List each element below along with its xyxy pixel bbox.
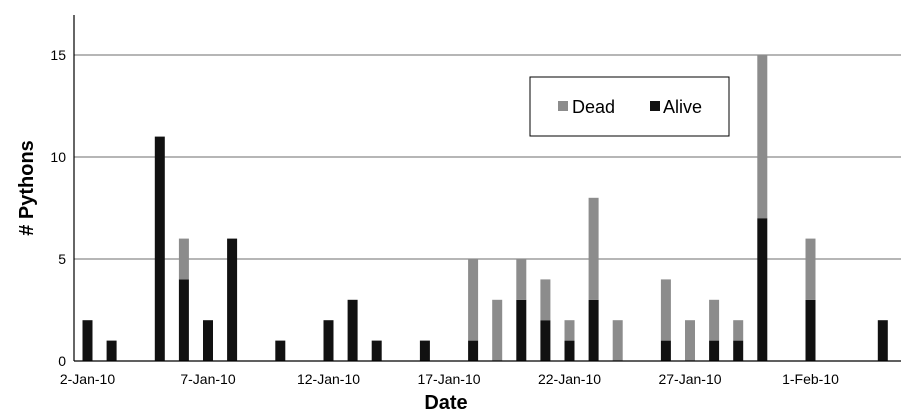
legend-swatch-alive — [650, 101, 660, 111]
bar-alive — [323, 320, 334, 361]
bar-dead — [588, 197, 599, 300]
x-tick-label: 22-Jan-10 — [538, 371, 601, 387]
bar-alive — [516, 299, 527, 361]
bar-dead — [516, 259, 527, 300]
bar-dead — [709, 299, 720, 341]
gridlines — [74, 54, 901, 260]
bar-dead — [660, 279, 671, 341]
x-axis-title: Date — [424, 392, 467, 411]
bar-alive — [82, 320, 93, 361]
bar-alive — [564, 340, 575, 361]
bar-alive — [347, 299, 358, 361]
bar-alive — [106, 340, 117, 361]
bar-dead — [685, 320, 695, 361]
bar-dead — [540, 279, 551, 321]
x-tick-label: 7-Jan-10 — [180, 371, 235, 387]
x-tick-labels: 2-Jan-10 7-Jan-10 12-Jan-10 17-Jan-10 22-Jan… — [60, 371, 839, 387]
legend: Dead Alive — [529, 76, 730, 137]
x-tick-label: 1-Feb-10 — [782, 371, 839, 387]
bar-alive — [468, 340, 479, 361]
x-tick-label: 12-Jan-10 — [297, 371, 360, 387]
y-tick-labels: 0 5 10 15 — [50, 47, 66, 369]
bar-dead — [805, 238, 816, 300]
bar-alive — [660, 340, 671, 361]
legend-swatch-dead — [558, 101, 568, 111]
bar-alive — [877, 320, 888, 361]
bar-dead — [492, 299, 503, 361]
bar-alive — [275, 340, 286, 361]
axes — [73, 15, 901, 362]
bar-alive — [178, 279, 189, 361]
bar-dead — [757, 55, 768, 219]
bar-alive — [757, 218, 768, 361]
y-tick-label: 15 — [50, 47, 66, 63]
bars — [82, 55, 888, 361]
bar-dead — [468, 259, 479, 341]
bar-alive — [371, 340, 382, 361]
y-tick-label: 5 — [58, 251, 66, 267]
bar-dead — [178, 238, 189, 280]
bar-alive — [540, 320, 551, 361]
x-tick-label: 17-Jan-10 — [417, 371, 480, 387]
bar-alive — [733, 340, 744, 361]
bar-dead — [733, 320, 744, 341]
bar-dead — [612, 320, 623, 361]
bar-alive — [419, 340, 430, 361]
x-tick-label: 2-Jan-10 — [60, 371, 115, 387]
legend-label-dead: Dead — [572, 97, 615, 117]
bar-alive — [805, 299, 816, 361]
x-tick-label: 27-Jan-10 — [658, 371, 721, 387]
bar-alive — [227, 238, 238, 361]
y-axis-title: # Pythons — [16, 140, 38, 236]
bar-alive — [154, 136, 165, 361]
y-tick-label: 10 — [50, 149, 66, 165]
bar-alive — [588, 299, 599, 361]
bar-alive — [709, 340, 720, 361]
legend-label-alive: Alive — [663, 97, 702, 117]
y-tick-label: 0 — [58, 353, 66, 369]
bar-dead — [564, 320, 575, 341]
bar-alive — [203, 320, 213, 361]
